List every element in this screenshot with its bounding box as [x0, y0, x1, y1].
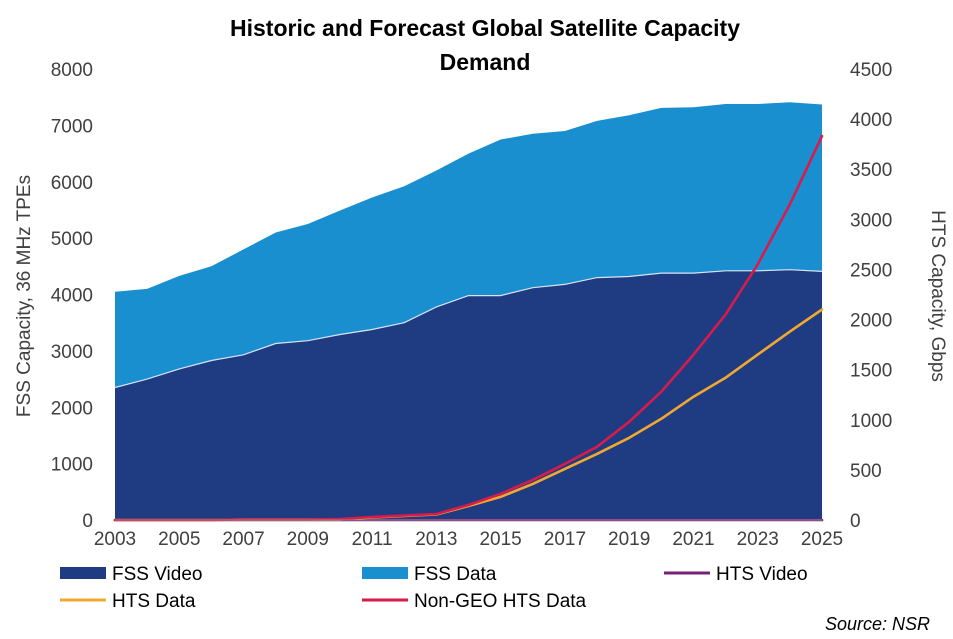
x-tick-label: 2015: [479, 529, 521, 550]
x-tick-label: 2009: [287, 529, 329, 550]
y-left-tick-label: 0: [82, 511, 93, 532]
y-right-tick-label: 4500: [850, 60, 892, 81]
x-tick-label: 2003: [94, 529, 136, 550]
legend-swatch-fss-video: [60, 567, 106, 579]
x-tick-label: 2017: [544, 529, 586, 550]
x-tick-label: 2005: [158, 529, 200, 550]
y-left-tick-label: 8000: [51, 60, 93, 81]
y-right-tick-label: 2000: [850, 311, 892, 332]
y-left-tick-label: 2000: [51, 398, 93, 419]
y-right-tick-label: 4000: [850, 110, 892, 131]
left-axis-label: FSS Capacity, 36 MHz TPEs: [14, 175, 35, 417]
chart-title-line-2: Demand: [440, 49, 531, 75]
x-tick-label: 2025: [801, 529, 843, 550]
y-right-tick-label: 1000: [850, 411, 892, 432]
y-left-tick-label: 3000: [51, 342, 93, 363]
y-right-tick-label: 500: [850, 461, 882, 482]
areas-layer: [114, 102, 823, 520]
y-left-tick-label: 7000: [51, 116, 93, 137]
y-right-tick-label: 2500: [850, 260, 892, 281]
y-left-tick-label: 6000: [51, 173, 93, 194]
y-left-tick-label: 5000: [51, 229, 93, 250]
legend: FSS Video FSS Data HTS Video HTS Data Non-GE…: [60, 564, 808, 612]
area-boundary-line: [114, 269, 823, 389]
right-axis-label: HTS Capacity, Gbps: [927, 210, 948, 382]
x-tick-label: 2019: [608, 529, 650, 550]
source-note: Source: NSR: [825, 614, 930, 634]
legend-label-hts-video: HTS Video: [716, 564, 808, 585]
y-left-tick-label: 4000: [51, 286, 93, 307]
chart-title-line-1: Historic and Forecast Global Satellite C…: [230, 15, 740, 41]
area-fss-data: [115, 102, 822, 388]
legend-label-fss-video: FSS Video: [112, 564, 202, 585]
y-right-tick-label: 1500: [850, 361, 892, 382]
legend-label-non-geo-hts-data: Non-GEO HTS Data: [414, 591, 587, 612]
y-right-tick-label: 3000: [850, 210, 892, 231]
area-fss-video: [115, 269, 822, 520]
x-tick-label: 2007: [222, 529, 264, 550]
legend-label-fss-data: FSS Data: [414, 564, 497, 585]
x-tick-label: 2011: [352, 529, 393, 550]
x-tick-label: 2021: [672, 529, 714, 550]
x-tick-label: 2013: [415, 529, 457, 550]
legend-label-hts-data: HTS Data: [112, 591, 196, 612]
y-right-tick-label: 0: [850, 511, 861, 532]
x-tick-label: 2023: [737, 529, 779, 550]
y-left-tick-label: 1000: [51, 455, 93, 476]
axis-layer: 2003 2005 2007 2009 2011 2013 2015 2017 2019 2021…: [51, 60, 893, 550]
y-right-tick-label: 3500: [850, 160, 892, 181]
legend-swatch-fss-data: [362, 567, 408, 579]
